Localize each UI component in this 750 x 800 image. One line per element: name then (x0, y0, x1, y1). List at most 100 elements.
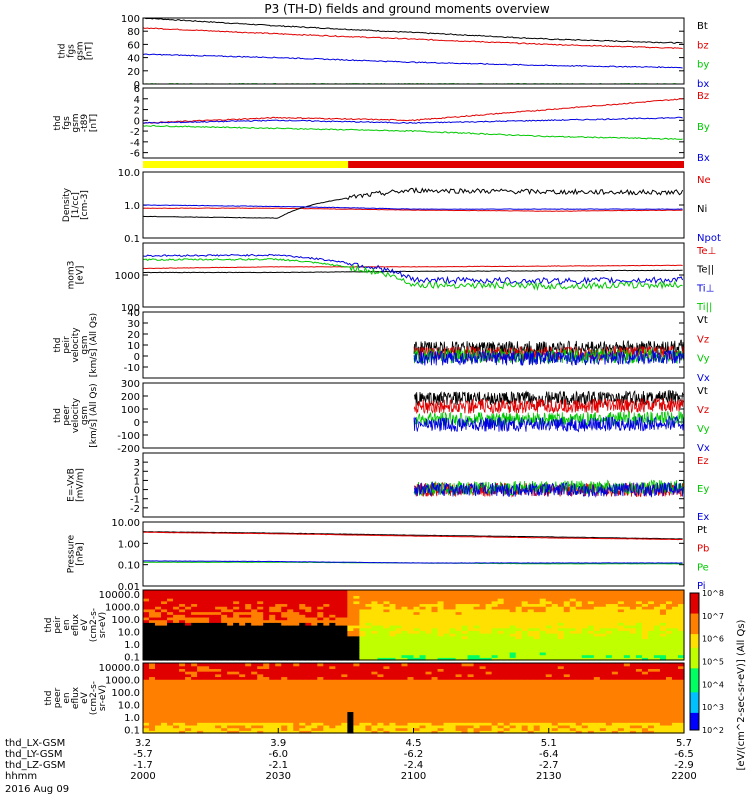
y-axis-label: peir (62, 336, 72, 354)
heatmap-cell (419, 671, 427, 675)
heatmap-cell (647, 698, 655, 702)
heatmap-cell (293, 676, 300, 680)
heatmap-cell (341, 665, 348, 669)
heatmap-cell (233, 719, 240, 723)
heatmap-cell (617, 703, 625, 707)
heatmap-cell (233, 724, 240, 729)
heatmap-cell (413, 595, 421, 599)
heatmap-cell (563, 676, 571, 680)
heatmap-cell (155, 668, 162, 672)
x-tick-label: 4.5 (406, 738, 422, 749)
heatmap-cell (335, 641, 342, 645)
heatmap-cell (407, 638, 415, 642)
heatmap-cell (461, 627, 469, 631)
heatmap-cell (467, 671, 475, 675)
heatmap-cell (593, 671, 601, 675)
heatmap-cell (467, 703, 475, 707)
heatmap-cell (353, 671, 360, 675)
heatmap-cell (605, 649, 613, 653)
heatmap-cell (185, 689, 192, 694)
heatmap-cell (275, 679, 282, 683)
heatmap-cell (461, 592, 469, 596)
heatmap-cell (401, 663, 409, 667)
heatmap-cell (515, 695, 523, 699)
heatmap-cell (437, 665, 445, 669)
heatmap-cell (557, 608, 565, 613)
heatmap-cell (275, 700, 282, 704)
heatmap-cell (425, 689, 433, 694)
heatmap-cell (539, 608, 547, 613)
heatmap-cell (365, 663, 373, 667)
heatmap-cell (185, 625, 192, 629)
heatmap-cell (389, 654, 397, 658)
heatmap-cell (161, 724, 168, 729)
heatmap-cell (335, 627, 342, 631)
heatmap-cell (515, 668, 523, 672)
heatmap-cell (461, 689, 469, 694)
heatmap-cell (203, 711, 210, 715)
heatmap-cell (563, 695, 571, 699)
heatmap-cell (323, 665, 330, 669)
legend-Vt: Vt (697, 315, 708, 326)
heatmap-cell (587, 708, 595, 713)
heatmap-cell (605, 706, 613, 710)
heatmap-cell (605, 616, 613, 621)
heatmap-cell (233, 727, 240, 731)
heatmap-cell (659, 676, 667, 680)
heatmap-cell (419, 651, 427, 656)
heatmap-cell (605, 619, 613, 623)
heatmap-cell (521, 646, 529, 650)
heatmap-cell (383, 684, 391, 688)
heatmap-cell (587, 679, 595, 683)
heatmap-cell (143, 665, 150, 669)
heatmap-cell (425, 614, 433, 618)
heatmap-cell (257, 711, 264, 715)
heatmap-cell (563, 625, 571, 629)
heatmap-cell (407, 643, 415, 648)
heatmap-cell (647, 630, 655, 634)
heatmap-cell (659, 651, 667, 656)
heatmap-cell (641, 668, 649, 672)
heatmap-cell (161, 600, 168, 605)
y-tick-label: 80 (127, 27, 140, 38)
heatmap-cell (485, 638, 493, 642)
heatmap-cell (509, 689, 517, 694)
heatmap-cell (401, 703, 409, 707)
heatmap-cell (425, 654, 433, 658)
heatmap-cell (221, 606, 228, 610)
heatmap-cell (245, 633, 252, 637)
heatmap-cell (227, 730, 234, 734)
heatmap-cell (509, 700, 517, 704)
heatmap-cell (551, 614, 559, 618)
heatmap-cell (629, 598, 637, 602)
heatmap-cell (593, 724, 601, 729)
heatmap-cell (509, 608, 517, 613)
heatmap-cell (311, 651, 318, 656)
heatmap-cell (191, 643, 198, 648)
heatmap-cell (527, 673, 535, 678)
heatmap-cell (251, 611, 258, 615)
heatmap-cell (545, 651, 553, 656)
heatmap-cell (317, 698, 324, 702)
heatmap-cell (359, 689, 367, 694)
heatmap-cell (521, 654, 529, 658)
heatmap-cell (305, 698, 312, 702)
heatmap-cell (269, 692, 276, 696)
heatmap-cell (167, 590, 174, 594)
heatmap-cell (467, 630, 475, 634)
heatmap-cell (665, 603, 673, 607)
heatmap-cell (659, 646, 667, 650)
heatmap-cell (569, 676, 577, 680)
heatmap-cell (311, 592, 318, 596)
heatmap-cell (215, 638, 222, 642)
heatmap-cell (359, 641, 367, 645)
heatmap-cell (581, 606, 589, 610)
heatmap-cell (287, 606, 294, 610)
heatmap-cell (563, 592, 571, 596)
heatmap-cell (383, 614, 391, 618)
heatmap-cell (449, 657, 457, 661)
heatmap-cell (215, 722, 222, 726)
heatmap-cell (173, 676, 180, 680)
heatmap-cell (371, 603, 379, 607)
heatmap-cell (503, 657, 511, 661)
